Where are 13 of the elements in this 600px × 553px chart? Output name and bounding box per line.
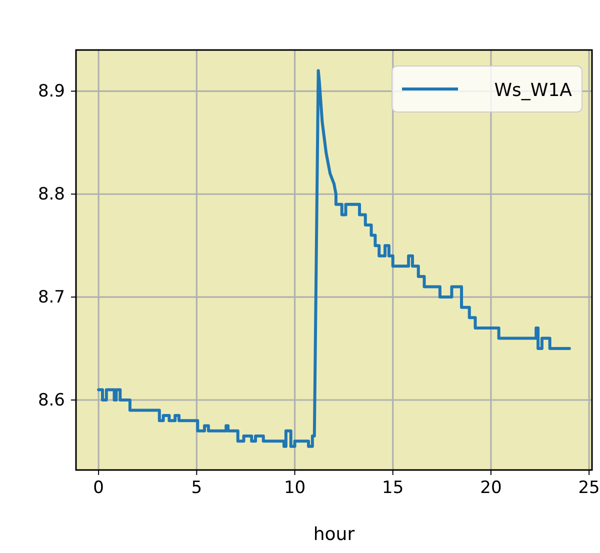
x-tick-label: 0 [93,478,104,498]
y-tick-label: 8.7 [38,288,65,308]
legend-label: Ws_W1A [494,80,573,101]
x-tick-label: 25 [578,478,600,498]
x-tick-label: 5 [191,478,202,498]
y-tick-label: 8.8 [38,184,65,205]
x-tick-label: 10 [284,478,306,498]
y-tick-label: 8.9 [38,82,65,102]
line-series [97,69,571,448]
x-tick-label: 15 [382,478,404,498]
x-axis-title: hour [313,524,356,545]
y-tick-label: 8.6 [38,390,65,410]
x-tick-label: 20 [480,478,502,498]
